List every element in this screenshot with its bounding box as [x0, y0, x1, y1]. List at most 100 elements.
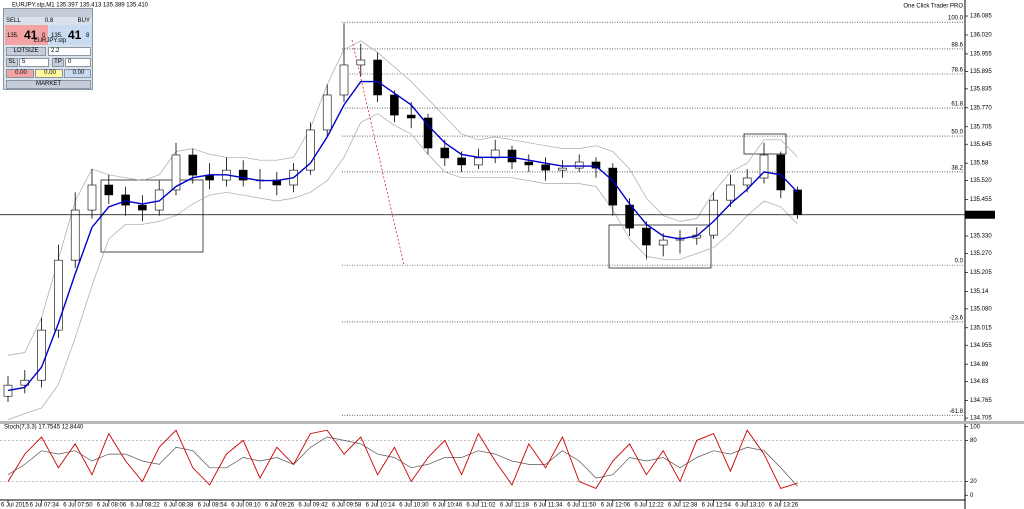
buy-pip: 8 — [86, 33, 90, 39]
x-tick-label: 6 Jul 11:02 — [466, 503, 496, 509]
buy-label: BUY — [77, 18, 90, 24]
fib-label: 61.8 — [951, 102, 963, 108]
y-tick-label: 135.58 — [970, 161, 989, 167]
tp-button[interactable]: TP — [52, 58, 64, 67]
pl-sell: 0.00 — [6, 69, 34, 78]
y-tick-label: 135.770 — [970, 105, 992, 111]
y-tick-label: 135.14 — [970, 289, 989, 295]
x-tick-label: 6 Jul 12:38 — [668, 503, 698, 509]
candle-body — [625, 204, 634, 229]
candle-body — [121, 194, 130, 206]
x-tick-label: 6 Jul 2015 — [1, 503, 29, 509]
fib-label: 0.0 — [955, 259, 964, 265]
moving-average — [7, 80, 799, 392]
candle-body — [608, 167, 618, 206]
x-tick-label: 6 Jul 08:54 — [198, 503, 228, 509]
candle-body — [541, 164, 550, 171]
fib-label: 78.6 — [951, 68, 963, 74]
candle-body — [54, 259, 63, 331]
y-tick-label: 135.270 — [970, 251, 992, 257]
trend-line — [351, 39, 405, 266]
y-tick-label: 134.705 — [970, 416, 992, 422]
candle-body — [322, 94, 332, 131]
candle-body — [642, 227, 651, 246]
candle-body — [742, 177, 752, 186]
y-tick-label: 136.020 — [970, 33, 992, 39]
candle-body — [306, 129, 315, 171]
x-tick-label: 6 Jul 10:14 — [366, 503, 396, 509]
fib-label: -23.6 — [949, 316, 963, 322]
y-tick-label: 136.085 — [970, 14, 992, 20]
sell-pip: 0 — [42, 33, 46, 39]
candle-body — [87, 184, 97, 211]
candle-body — [3, 384, 13, 397]
symbol: EURJPY.stp — [33, 38, 67, 44]
x-tick-label: 6 Jul 12:06 — [601, 503, 631, 509]
x-tick-label: 6 Jul 07:50 — [63, 503, 93, 509]
sell-prefix: 135. — [7, 33, 19, 39]
fib-label: 38.2 — [951, 165, 963, 171]
sl-button[interactable]: SL — [6, 58, 18, 67]
x-tick-label: 6 Jul 08:38 — [164, 503, 194, 509]
pl-total: 0.00 — [35, 69, 63, 78]
candle-body — [793, 189, 802, 216]
lotsize-input[interactable]: 2.2 — [48, 47, 91, 56]
candle-body — [406, 114, 416, 119]
panel-header — [4, 9, 92, 17]
sell-label: SELL — [6, 18, 21, 24]
y-tick-label: 135.520 — [970, 178, 992, 184]
candle-body — [524, 161, 534, 166]
candle-body — [339, 64, 349, 96]
buy-button[interactable]: 135. 41 8 — [49, 25, 92, 45]
x-tick-label: 6 Jul 12:54 — [702, 503, 732, 509]
band-upper — [7, 40, 798, 356]
y-tick-label: 135.645 — [970, 142, 992, 148]
y-tick-label: 135.330 — [970, 234, 992, 240]
y-tick-label: 135.015 — [970, 325, 992, 331]
x-tick-label: 6 Jul 07:34 — [30, 503, 60, 509]
market-button[interactable]: MARKET — [6, 80, 91, 89]
x-tick-label: 6 Jul 13:26 — [769, 503, 799, 509]
x-tick-label: 6 Jul 09:26 — [265, 503, 295, 509]
candle-body — [558, 167, 567, 171]
sell-big: 41 — [24, 28, 38, 42]
stoch-k — [7, 429, 798, 489]
buy-prefix: 135. — [51, 33, 63, 39]
pl-buy: 0.00 — [64, 69, 91, 78]
candle-body — [457, 157, 466, 166]
sell-button[interactable]: 135. 41 0 — [5, 25, 48, 45]
panel-separator — [0, 421, 1024, 424]
stoch-y-tick-label: 0 — [970, 493, 974, 499]
y-tick-label: 135.955 — [970, 51, 992, 57]
fib-label: 50.0 — [951, 130, 963, 136]
stoch-d — [7, 436, 798, 487]
x-tick-label: 6 Jul 12:22 — [634, 503, 664, 509]
candle-body — [70, 209, 80, 261]
y-tick-label: 134.89 — [970, 362, 989, 368]
lotsize-button[interactable]: LOTSIZE — [6, 47, 46, 56]
candle-body — [188, 154, 198, 176]
tp-input[interactable]: 0 — [65, 58, 91, 67]
symbol-info: EURJPY.stp,M1 135.397 135.413 135.389 13… — [12, 3, 149, 9]
candle-body — [104, 184, 114, 196]
candle-body — [776, 154, 786, 191]
spread: 0.8 — [44, 18, 54, 24]
candle-body — [373, 59, 382, 96]
y-tick-label: 135.455 — [970, 197, 992, 203]
x-tick-label: 6 Jul 10:46 — [433, 503, 463, 509]
x-tick-label: 6 Jul 13:10 — [735, 503, 765, 509]
y-tick-label: 134.83 — [970, 379, 989, 385]
candle-body — [507, 149, 517, 163]
candle-body — [574, 161, 584, 169]
x-tick-label: 6 Jul 08:06 — [97, 503, 127, 509]
stoch-y-tick-label: 100 — [970, 424, 981, 430]
band-lower — [7, 113, 798, 420]
y-tick-label: 134.955 — [970, 343, 992, 349]
current-price-box — [965, 210, 995, 219]
sl-input[interactable]: 5 — [19, 58, 49, 67]
candle-body — [474, 157, 483, 166]
x-tick-label: 6 Jul 11:18 — [500, 503, 530, 509]
x-tick-label: 6 Jul 11:50 — [567, 503, 597, 509]
